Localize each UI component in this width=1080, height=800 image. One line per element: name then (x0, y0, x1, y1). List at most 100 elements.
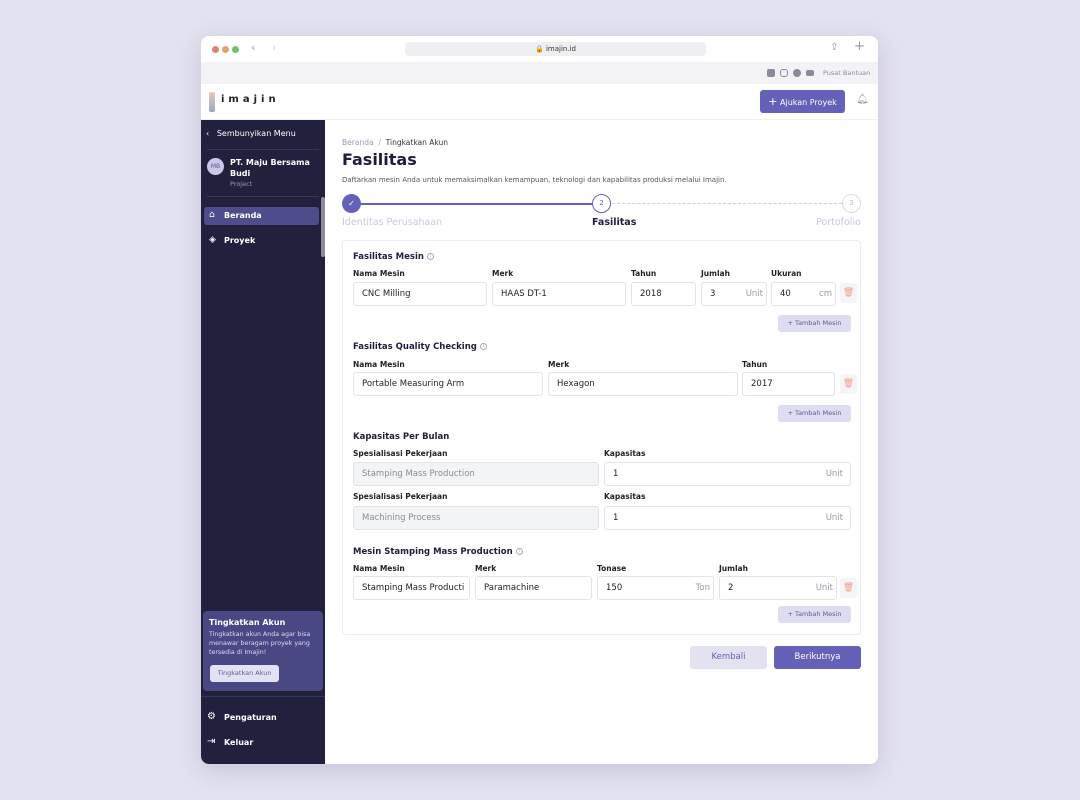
share-icon[interactable]: ⇪ (830, 42, 839, 53)
ukuran-input[interactable]: 40 cm (771, 282, 836, 306)
tahun-input[interactable]: 2018 (631, 282, 696, 306)
stamping-nama-input[interactable]: Stamping Mass Producti (353, 576, 470, 600)
kapasitas-input[interactable]: 1 Unit (604, 462, 851, 486)
label-nama-mesin: Nama Mesin (353, 360, 405, 369)
label-merk: Merk (548, 360, 570, 369)
stamping-jumlah-input[interactable]: 2 Unit (719, 576, 837, 600)
info-icon[interactable]: i (515, 548, 523, 555)
sidebar-item-pengaturan[interactable]: ⚙ Pengaturan (207, 711, 317, 725)
page-title: Fasilitas (342, 150, 417, 169)
app-header: imajin + Ajukan Proyek 🔔︎ (201, 84, 878, 120)
sidebar-item-label: Proyek (224, 236, 256, 245)
tonase-input[interactable]: 150 Ton (597, 576, 714, 600)
label-kapasitas: Kapasitas (604, 449, 646, 458)
nama-mesin-input[interactable]: CNC Milling (353, 282, 487, 306)
label-nama-mesin: Nama Mesin (353, 564, 405, 573)
upgrade-text: menawar beragam proyek yang (209, 640, 310, 647)
step-2-label: Fasilitas (592, 217, 637, 228)
input-value: 150 (606, 583, 623, 593)
unit-label: Unit (825, 469, 843, 479)
label-tahun: Tahun (742, 360, 768, 369)
facebook-icon[interactable] (793, 69, 801, 77)
info-icon[interactable]: i (479, 343, 487, 350)
social-bar: Pusat Bantuan (201, 62, 878, 84)
page-subtitle: Daftarkan mesin Anda untuk memaksimalkan… (342, 176, 727, 184)
gear-icon: ⚙ (207, 711, 216, 722)
breadcrumb-home[interactable]: Beranda (342, 138, 374, 147)
upgrade-button[interactable]: Tingkatkan Akun (210, 665, 279, 682)
step-line-pending (602, 203, 852, 204)
kapasitas-input[interactable]: 1 Unit (604, 506, 851, 530)
spesialisasi-input[interactable]: Stamping Mass Production (353, 462, 599, 486)
breadcrumb: Beranda / Tingkatkan Akun (342, 138, 449, 147)
label-jumlah: Jumlah (701, 269, 730, 278)
section-title-qc: Fasilitas Quality Checking i (353, 342, 487, 352)
input-value: 1 (613, 469, 619, 479)
back-button[interactable]: Kembali (690, 646, 767, 669)
input-value: 2 (728, 583, 734, 593)
input-value: Portable Measuring Arm (362, 379, 465, 389)
unit-label: Unit (745, 289, 763, 299)
company-name-2: Budi (230, 169, 251, 178)
sidebar-item-keluar[interactable]: ⇥ Keluar (207, 736, 317, 750)
linkedin-icon[interactable] (767, 69, 775, 77)
address-bar[interactable]: 🔒 imajin.id (405, 42, 706, 56)
section-title-kapasitas: Kapasitas Per Bulan (353, 432, 450, 442)
back-icon[interactable]: ‹ (251, 41, 256, 54)
stamping-merk-input[interactable]: Paramachine (475, 576, 592, 600)
input-value: Hexagon (557, 379, 595, 389)
step-1-label: Identitas Perusahaan (342, 217, 443, 228)
logo-text[interactable]: imajin (221, 94, 280, 105)
section-title-text: Fasilitas Quality Checking (353, 342, 477, 352)
submit-project-label: Ajukan Proyek (780, 98, 837, 107)
info-icon[interactable]: i (426, 253, 434, 260)
add-machine-button[interactable]: + Tambah Mesin (778, 606, 851, 623)
sidebar-item-beranda[interactable]: ⌂ Beranda (204, 207, 319, 225)
sidebar-item-proyek[interactable]: ◈ Proyek (204, 232, 319, 250)
label-merk: Merk (492, 269, 514, 278)
maximize-window-button[interactable] (232, 46, 239, 53)
sidebar-item-label: Keluar (224, 738, 254, 747)
trash-icon[interactable]: 🗑︎ (840, 374, 857, 394)
sidebar-scrollbar[interactable] (321, 197, 325, 257)
sidebar-item-label: Pengaturan (224, 713, 277, 722)
close-window-button[interactable] (212, 46, 219, 53)
step-2-indicator: 2 (592, 194, 611, 213)
qc-merk-input[interactable]: Hexagon (548, 372, 738, 396)
add-machine-button[interactable]: + Tambah Mesin (778, 405, 851, 422)
trash-icon[interactable]: 🗑︎ (840, 283, 857, 303)
submit-project-button[interactable]: + Ajukan Proyek (760, 90, 845, 113)
help-link[interactable]: Pusat Bantuan (823, 69, 871, 77)
url-text: imajin.id (545, 45, 576, 53)
jumlah-input[interactable]: 3 Unit (701, 282, 767, 306)
form-card (342, 240, 861, 635)
upgrade-text: Tingkatkan akun Anda agar bisa (209, 631, 311, 638)
company-name: PT. Maju Bersama (230, 158, 310, 167)
hide-menu-button[interactable]: ‹ Sembunyikan Menu (206, 129, 296, 138)
box-icon: ◈ (209, 235, 216, 245)
input-value: 3 (710, 289, 716, 299)
instagram-icon[interactable] (780, 69, 788, 77)
qc-nama-mesin-input[interactable]: Portable Measuring Arm (353, 372, 543, 396)
minimize-window-button[interactable] (222, 46, 229, 53)
merk-input[interactable]: HAAS DT-1 (492, 282, 626, 306)
input-value: HAAS DT-1 (501, 289, 547, 299)
forward-icon[interactable]: › (272, 41, 277, 54)
divider (207, 149, 319, 150)
add-machine-button[interactable]: + Tambah Mesin (778, 315, 851, 332)
section-title-text: Fasilitas Mesin (353, 252, 424, 262)
input-value: Stamping Mass Production (362, 469, 475, 479)
next-button[interactable]: Berikutnya (774, 646, 861, 669)
bell-icon[interactable]: 🔔︎ (856, 94, 869, 105)
input-value: 2018 (640, 289, 662, 299)
input-value: Stamping Mass Producti (362, 583, 465, 593)
label-ukuran: Ukuran (771, 269, 802, 278)
spesialisasi-input[interactable]: Machining Process (353, 506, 599, 530)
new-tab-icon[interactable]: + (854, 39, 865, 54)
youtube-icon[interactable] (806, 70, 814, 76)
upgrade-text: tersedia di Imajin! (209, 649, 267, 656)
qc-tahun-input[interactable]: 2017 (742, 372, 835, 396)
trash-icon[interactable]: 🗑︎ (840, 578, 857, 598)
section-title-text: Mesin Stamping Mass Production (353, 547, 513, 557)
avatar: MB (207, 158, 224, 175)
